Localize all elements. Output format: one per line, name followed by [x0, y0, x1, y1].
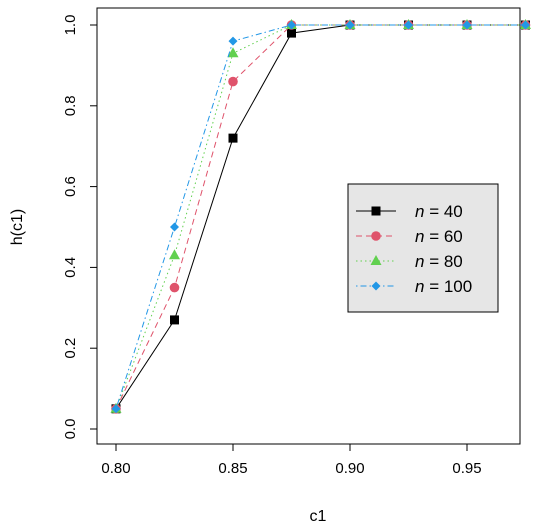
series-100 [111, 20, 530, 414]
x-tick-label: 0.80 [101, 460, 130, 477]
y-axis-title: h(c1) [9, 209, 26, 245]
data-point [228, 76, 238, 87]
data-point [228, 36, 238, 46]
data-point [404, 20, 413, 30]
legend-label: n = 80 [415, 252, 463, 271]
x-axis: 0.80 0.85 0.90 0.95 [101, 443, 482, 477]
y-tick-label: 0.0 [62, 419, 79, 440]
data-point [521, 20, 530, 30]
series-line [115, 24, 526, 409]
data-point [228, 133, 238, 143]
y-axis: 0.0 0.2 0.4 0.6 0.8 1.0 [62, 15, 98, 440]
data-point [111, 404, 121, 414]
legend-label: n = 100 [415, 277, 472, 296]
data-point [287, 28, 296, 38]
data-point [287, 20, 296, 30]
legend-marker [370, 255, 382, 265]
y-tick-label: 0.6 [62, 176, 79, 197]
y-tick-label: 1.0 [62, 15, 79, 36]
y-tick-label: 0.8 [62, 95, 79, 116]
data-point [462, 20, 472, 30]
x-tick-label: 0.90 [335, 460, 364, 477]
legend-box [347, 183, 499, 313]
legend-marker [371, 281, 381, 291]
series-layer [110, 19, 531, 414]
series-line [115, 24, 526, 409]
legend-label: n = 60 [415, 227, 463, 246]
legend: n = 40 n = 60 n = 80 n = 100 [347, 183, 499, 313]
data-point [169, 249, 180, 260]
data-point [170, 222, 179, 232]
data-point [169, 282, 180, 293]
legend-marker [371, 206, 381, 216]
legend-label: n = 40 [415, 202, 463, 221]
y-tick-label: 0.2 [62, 338, 79, 359]
x-tick-label: 0.95 [452, 460, 481, 477]
y-tick-label: 0.4 [62, 257, 79, 278]
data-point [227, 47, 239, 58]
data-point [345, 20, 355, 30]
data-point [170, 315, 179, 325]
x-axis-title: c1 [310, 508, 327, 525]
legend-marker [371, 231, 381, 241]
x-tick-label: 0.85 [218, 460, 247, 477]
